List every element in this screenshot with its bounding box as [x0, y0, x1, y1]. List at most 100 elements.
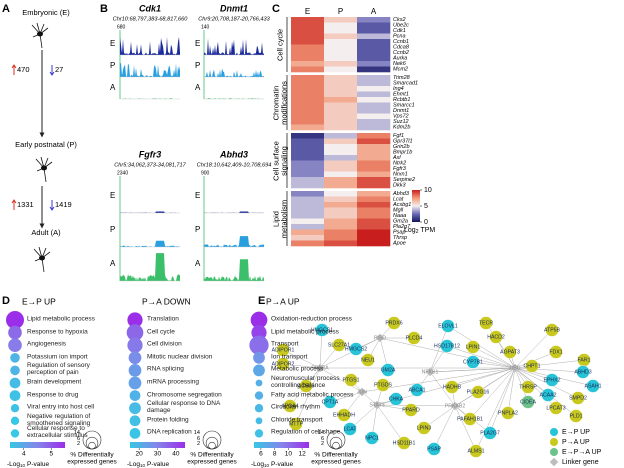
heatmap-cell	[291, 207, 325, 214]
term-bubble	[254, 429, 264, 438]
legend-swatch	[550, 448, 558, 456]
up-arrow	[11, 64, 17, 75]
node-label: JUN	[357, 389, 367, 395]
dendrite	[43, 161, 53, 169]
heatmap-cell	[357, 229, 391, 236]
heatmap-cell	[357, 213, 391, 219]
node-label: PLA2G7	[480, 430, 500, 436]
network-edge	[472, 361, 516, 369]
track-scale: 900	[201, 170, 210, 176]
gene-node	[466, 355, 480, 369]
column-label: A	[371, 7, 377, 16]
heatmap-cell	[324, 229, 358, 236]
term-bubble	[253, 364, 265, 377]
heatmap-cell	[357, 44, 391, 51]
gene-node	[469, 444, 483, 458]
gene-node	[576, 365, 590, 379]
column-title: P→A DOWN	[142, 296, 191, 306]
term-bubble	[129, 402, 141, 415]
heatmap-cell	[291, 28, 325, 34]
pvalue-tick-label: 30	[154, 451, 162, 458]
term-bubble	[10, 365, 20, 376]
size-legend-circle	[208, 441, 216, 450]
colorbar-tick-label: 0	[424, 219, 428, 226]
gene-label: Ntrk2	[393, 161, 406, 167]
heatmap-cell	[324, 160, 358, 167]
network-edge	[319, 367, 363, 393]
gene-label: Ccnb2	[393, 50, 409, 56]
pvalue-tick-label: 5	[49, 451, 53, 458]
heatmap-cell	[291, 108, 325, 114]
down-count: 27	[55, 65, 63, 74]
gene-node	[365, 431, 379, 445]
heatmap-cell	[357, 155, 391, 161]
heatmap-cell	[324, 202, 358, 208]
size-legend-title: expressed genes	[187, 459, 237, 466]
term-label: Fatty acid metabolic process	[271, 391, 354, 399]
heatmap-cell	[291, 61, 325, 67]
heatmap-cell	[324, 91, 358, 98]
node-label: GM2A	[381, 367, 396, 373]
colorbar-label-unit: TPM	[420, 227, 435, 234]
term-label: Neuromuscular process controlling balanc…	[271, 375, 340, 389]
dendrite	[43, 157, 49, 169]
term-bubble	[10, 404, 20, 413]
heatmap-cell	[324, 171, 358, 178]
gene-node	[545, 323, 559, 337]
gene-label: Gm2a	[393, 219, 408, 225]
term-bubble	[8, 338, 22, 353]
heatmap-cell	[357, 166, 391, 172]
heatmap-cell	[291, 224, 325, 230]
gene-node	[503, 345, 517, 359]
node-label: PLD1	[570, 413, 583, 419]
legend-swatch	[549, 457, 559, 467]
node-label: PISD	[374, 335, 386, 341]
size-legend-title: % Differentially	[70, 452, 114, 459]
coverage-track	[120, 253, 180, 281]
gene-node	[381, 363, 395, 377]
heatmap-cell	[291, 229, 325, 236]
heatmap-cell	[324, 75, 358, 81]
heatmap-cell	[357, 113, 391, 120]
network-edge	[446, 345, 516, 369]
term-bubble	[6, 311, 24, 329]
gene-label: Mgll	[393, 208, 404, 214]
heatmap-cell	[324, 166, 358, 172]
pvalue-colorbar	[130, 442, 185, 448]
panel-letter: C	[272, 3, 280, 15]
heatmap-cell	[324, 124, 358, 131]
dendrite	[39, 23, 45, 35]
term-bubble	[10, 429, 20, 438]
heatmap-cell	[357, 75, 391, 81]
heatmap-cell	[291, 80, 325, 87]
heatmap-cell	[324, 44, 358, 51]
gene-label: Cdk1	[393, 28, 406, 34]
heatmap-cell	[291, 91, 325, 98]
gene-node	[276, 357, 290, 371]
node-label: ALMS1	[467, 448, 484, 454]
gene-node	[466, 340, 480, 354]
gene-node	[489, 330, 503, 344]
term-label: Cell division	[147, 340, 182, 348]
network-edge	[477, 367, 516, 393]
size-legend-label: 14	[194, 430, 200, 436]
heatmap-cell	[357, 144, 391, 150]
pvalue-label: -Log10 P-value	[127, 461, 169, 468]
pvalue-label-p: P-value	[147, 461, 169, 468]
linker-node	[315, 363, 325, 373]
node-label: EPHX2	[543, 377, 560, 383]
size-legend-label: 2	[197, 441, 200, 447]
heatmap-cell	[324, 133, 358, 139]
term-bubble	[129, 390, 141, 401]
gene-node	[407, 331, 421, 345]
gene-node	[440, 339, 454, 353]
gene-node	[525, 359, 539, 373]
coverage-track	[120, 63, 180, 77]
track-label: P	[110, 61, 115, 70]
heatmap-cell	[324, 80, 358, 87]
gene-label: Naaa	[393, 213, 406, 219]
pvalue-tick-label: 12	[299, 451, 307, 458]
heatmap-cell	[324, 149, 358, 156]
node-label: ATP5B	[544, 327, 561, 333]
